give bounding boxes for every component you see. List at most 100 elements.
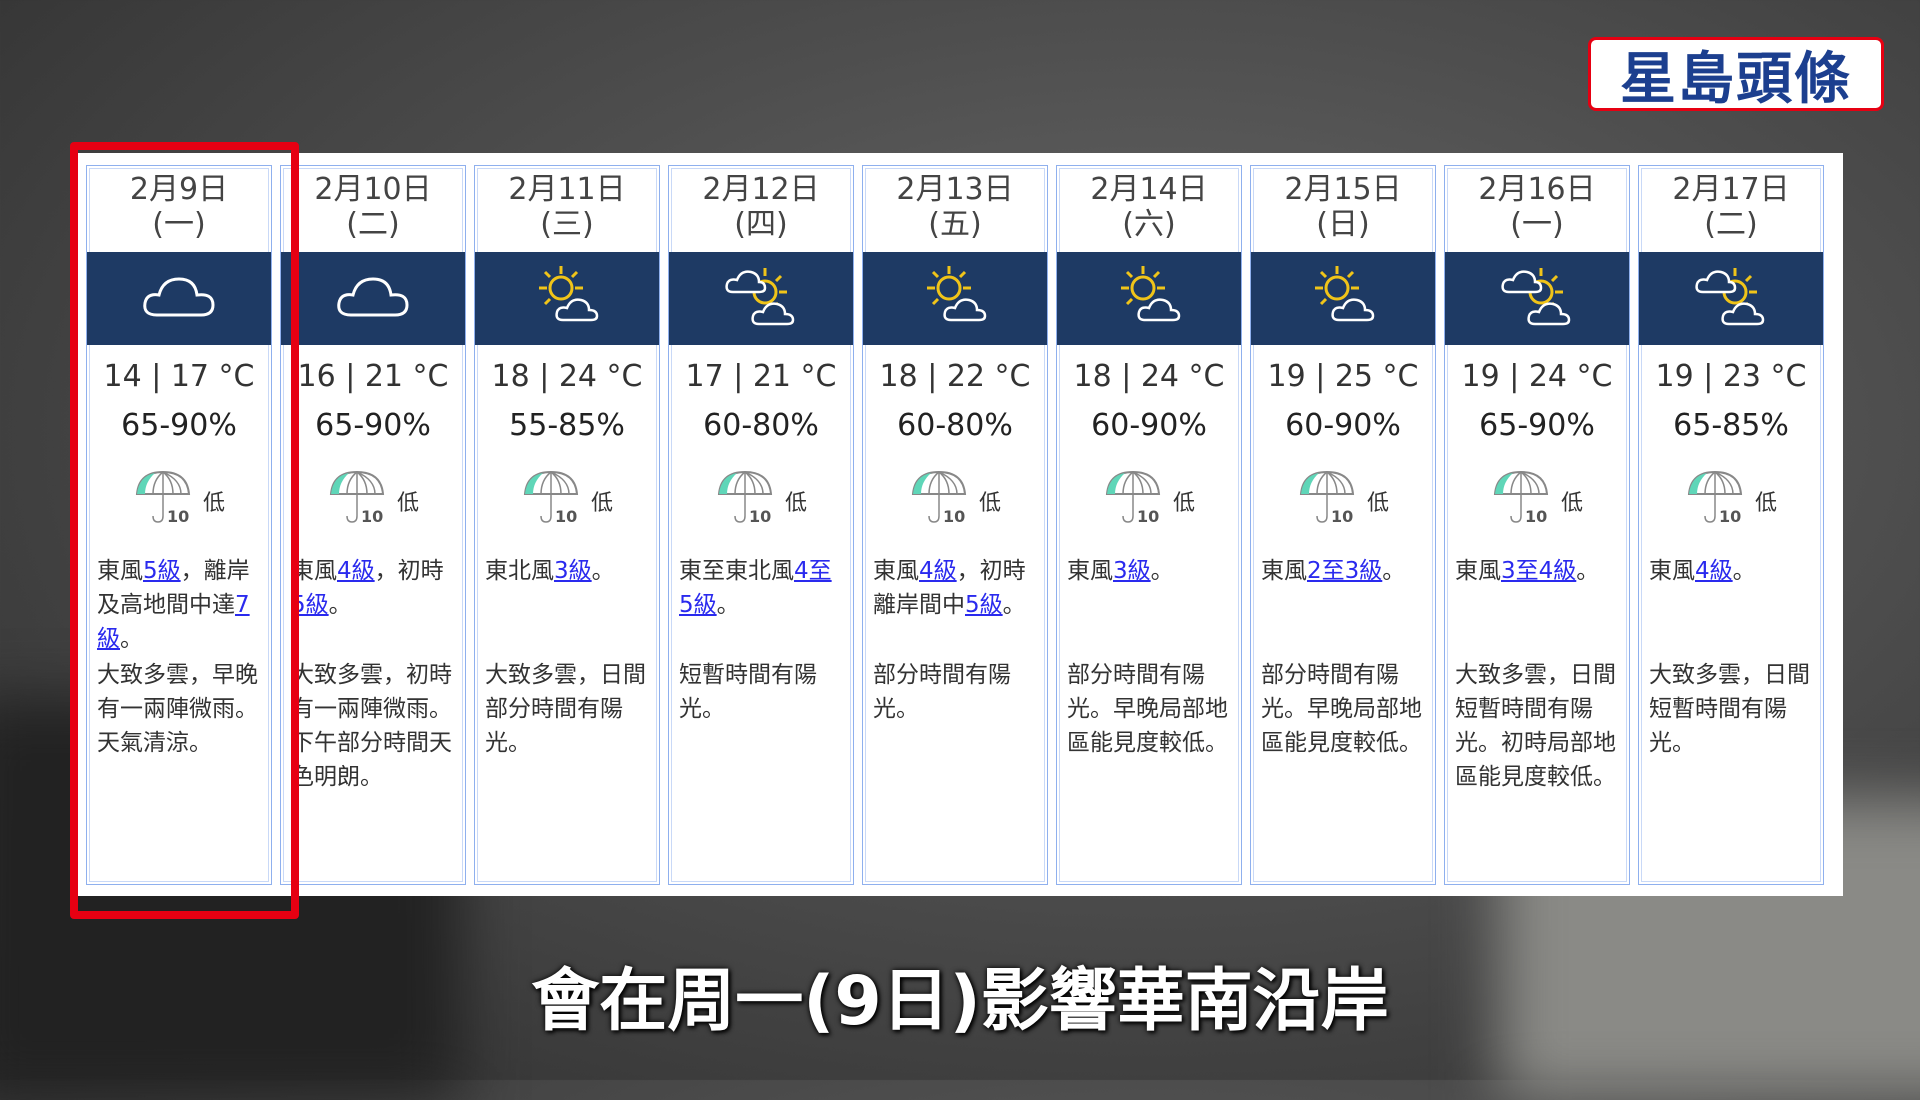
wind-force-link[interactable]: 4級 [337, 558, 375, 584]
weather-icon-band [669, 252, 853, 345]
wind-text: 。 [1002, 592, 1026, 618]
sun-cloud-icon [915, 262, 995, 336]
weather-icon-band [281, 252, 465, 345]
svg-text:10: 10 [1719, 507, 1741, 526]
humidity-range: 65-90% [1479, 408, 1595, 443]
wind-text: 東風 [873, 558, 919, 584]
wind-force-link[interactable]: 5級 [965, 592, 1003, 618]
date: 2月12日 [702, 172, 820, 207]
wind-force-link[interactable]: 4級 [919, 558, 957, 584]
svg-text:10: 10 [1137, 507, 1159, 526]
sun-clouds-icon [721, 262, 801, 336]
wind-text: ，離岸及高地間中達 [97, 558, 250, 618]
psr-level: 低 [202, 491, 225, 516]
umbrella-icon: 10 [715, 468, 779, 534]
cloud-icon [333, 269, 413, 329]
weekday: (三) [540, 207, 594, 242]
wind-force-link[interactable]: 4至5級 [679, 558, 832, 618]
date: 2月15日 [1284, 172, 1402, 207]
forecast-day: 2月10日 (二) 16 | 21 °C 65-90% 10 低 東風4級，初時5級… [280, 165, 466, 885]
rain-probability: 10 低 [281, 466, 465, 536]
humidity-range: 60-80% [897, 408, 1013, 443]
wind-force-link[interactable]: 4級 [1695, 558, 1733, 584]
psr-level: 低 [978, 491, 1001, 516]
weather-description: 短暫時間有陽光。 [679, 662, 817, 722]
weather-description: 大致多雲，日間部分時間有陽光。 [485, 662, 646, 756]
umbrella-icon: 10 [1103, 468, 1167, 534]
day-header: 2月13日 (五) [863, 166, 1047, 252]
rain-probability: 10 低 [475, 466, 659, 536]
rain-probability: 10 低 [669, 466, 853, 536]
wind-text: ，初時離岸間中 [873, 558, 1026, 618]
humidity-range: 60-80% [703, 408, 819, 443]
weather-icon-band [1057, 252, 1241, 345]
weather-description: 大致多雲，初時有一兩陣微雨。下午部分時間天色明朗。 [291, 662, 452, 790]
wind-force-link[interactable]: 7級 [97, 592, 250, 652]
date: 2月17日 [1672, 172, 1790, 207]
weather-icon-band [475, 252, 659, 345]
humidity-range: 60-90% [1091, 408, 1207, 443]
forecast-day: 2月9日 (一) 14 | 17 °C 65-90% 10 低 東風5級，離岸及高地… [86, 165, 272, 885]
psr-level: 低 [396, 491, 419, 516]
humidity-range: 65-90% [121, 408, 237, 443]
weekday: (日) [1316, 207, 1370, 242]
rain-probability: 10 低 [863, 466, 1047, 536]
weather-description: 部分時間有陽光。 [873, 662, 1011, 722]
forecast-day: 2月17日 (二) 19 | 23 °C 65-85% 10 低 東風4級。 大致多… [1638, 165, 1824, 885]
wind-text: 東至東北風 [679, 558, 794, 584]
psr-level: 低 [1560, 491, 1583, 516]
wind-forecast: 東風4級。 [1639, 554, 1823, 654]
wind-force-link[interactable]: 3級 [554, 558, 592, 584]
wind-forecast: 東風4級，初時5級。 [281, 554, 465, 654]
weekday: (五) [928, 207, 982, 242]
umbrella-icon: 10 [521, 468, 585, 534]
day-header: 2月9日 (一) [87, 166, 271, 252]
wind-text: 。 [120, 626, 143, 652]
wind-text: 東風 [1261, 558, 1307, 584]
date: 2月10日 [314, 172, 432, 207]
temperature-range: 14 | 17 °C [103, 359, 255, 394]
wind-text: 東風 [1455, 558, 1501, 584]
wind-text: 。 [591, 558, 615, 584]
weekday: (二) [1704, 207, 1758, 242]
forecast-day: 2月15日 (日) 19 | 25 °C 60-90% 10 低 東風2至3級。 部… [1250, 165, 1436, 885]
wind-force-link[interactable]: 3級 [1113, 558, 1151, 584]
wind-force-link[interactable]: 2至3級 [1307, 558, 1383, 584]
wind-force-link[interactable]: 5級 [143, 558, 181, 584]
humidity-range: 65-85% [1673, 408, 1789, 443]
sun-cloud-icon [527, 262, 607, 336]
weekday: (二) [346, 207, 400, 242]
day-header: 2月17日 (二) [1639, 166, 1823, 252]
weather-description: 大致多雲，日間短暫時間有陽光。 [1649, 662, 1810, 756]
wind-forecast: 東風4級，初時離岸間中5級。 [863, 554, 1047, 654]
wind-text: 。 [716, 592, 740, 618]
wind-force-link[interactable]: 3至4級 [1501, 558, 1577, 584]
umbrella-icon: 10 [1685, 468, 1749, 534]
temperature-range: 18 | 24 °C [491, 359, 643, 394]
wind-text: 東北風 [485, 558, 554, 584]
date: 2月16日 [1478, 172, 1596, 207]
temperature-range: 18 | 24 °C [1073, 359, 1225, 394]
weather-description: 部分時間有陽光。早晚局部地區能見度較低。 [1261, 662, 1422, 756]
day-header: 2月14日 (六) [1057, 166, 1241, 252]
psr-level: 低 [590, 491, 613, 516]
forecast-day: 2月16日 (一) 19 | 24 °C 65-90% 10 低 東風3至4級。 大… [1444, 165, 1630, 885]
wind-forecast: 東風3至4級。 [1445, 554, 1629, 654]
sun-cloud-icon [1303, 262, 1383, 336]
weekday: (六) [1122, 207, 1176, 242]
svg-text:10: 10 [555, 507, 577, 526]
temperature-range: 16 | 21 °C [297, 359, 449, 394]
wind-forecast: 東北風3級。 [475, 554, 659, 654]
weather-description: 大致多雲，早晚有一兩陣微雨。天氣清涼。 [97, 662, 258, 756]
wind-forecast: 東風2至3級。 [1251, 554, 1435, 654]
rain-probability: 10 低 [1057, 466, 1241, 536]
rain-probability: 10 低 [87, 466, 271, 536]
umbrella-icon: 10 [133, 468, 197, 534]
logo-text: 星島頭條 [1620, 45, 1852, 112]
humidity-range: 65-90% [315, 408, 431, 443]
wind-text: 。 [1150, 558, 1174, 584]
weekday: (一) [152, 207, 206, 242]
wind-forecast: 東風3級。 [1057, 554, 1241, 654]
svg-text:10: 10 [361, 507, 383, 526]
temperature-range: 18 | 22 °C [879, 359, 1031, 394]
